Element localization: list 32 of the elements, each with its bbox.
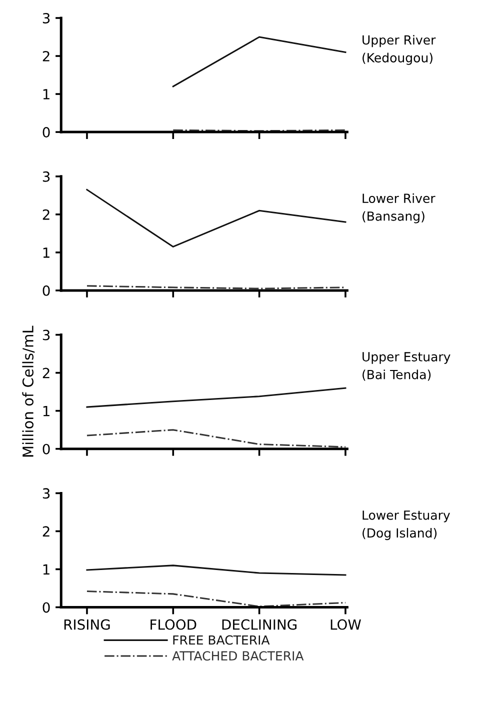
y-tick-label: 0	[42, 285, 50, 296]
x-tick-label: DECLINING	[222, 619, 296, 630]
y-tick-label: 3	[42, 171, 50, 182]
y-tick-label: 3	[42, 12, 50, 24]
text: Lower River (Bansang)	[362, 193, 436, 224]
y-tick-label: 0	[42, 602, 50, 613]
text: Upper Estuary (Bai Tenda)	[362, 352, 450, 381]
y-tick-label: 1	[43, 248, 50, 258]
y-tick-label: 3	[42, 488, 50, 499]
y-tick-label: 2	[42, 50, 50, 62]
y-tick-label: 1	[43, 406, 50, 416]
text: Lower Estuary (Dog Island)	[362, 510, 450, 540]
x-tick-label: RISING	[64, 619, 110, 630]
y-tick-label: 2	[42, 368, 50, 378]
y-tick-label: 2	[42, 209, 50, 220]
line-series	[86, 564, 346, 576]
y-tick-label: 1	[43, 564, 50, 575]
x-tick-label: FLOOD	[150, 619, 196, 630]
y-axis-title: Million of Cells/mL	[22, 326, 35, 457]
line-series	[86, 590, 346, 608]
y-tick-label: 0	[42, 444, 50, 454]
line-series	[86, 188, 346, 248]
text: FREE BACTERIA	[173, 635, 270, 645]
text: Upper River (Kedougou)	[362, 34, 436, 65]
x-tick-label: LOW	[330, 619, 361, 630]
text: ATTACHED BACTERIA	[172, 651, 304, 661]
line-series	[86, 429, 346, 448]
y-tick-label: 2	[42, 526, 50, 536]
y-tick-label: 3	[42, 330, 50, 340]
y-tick-label: 1	[43, 89, 50, 100]
line-series	[86, 387, 346, 408]
y-tick-label: 0	[42, 127, 50, 138]
